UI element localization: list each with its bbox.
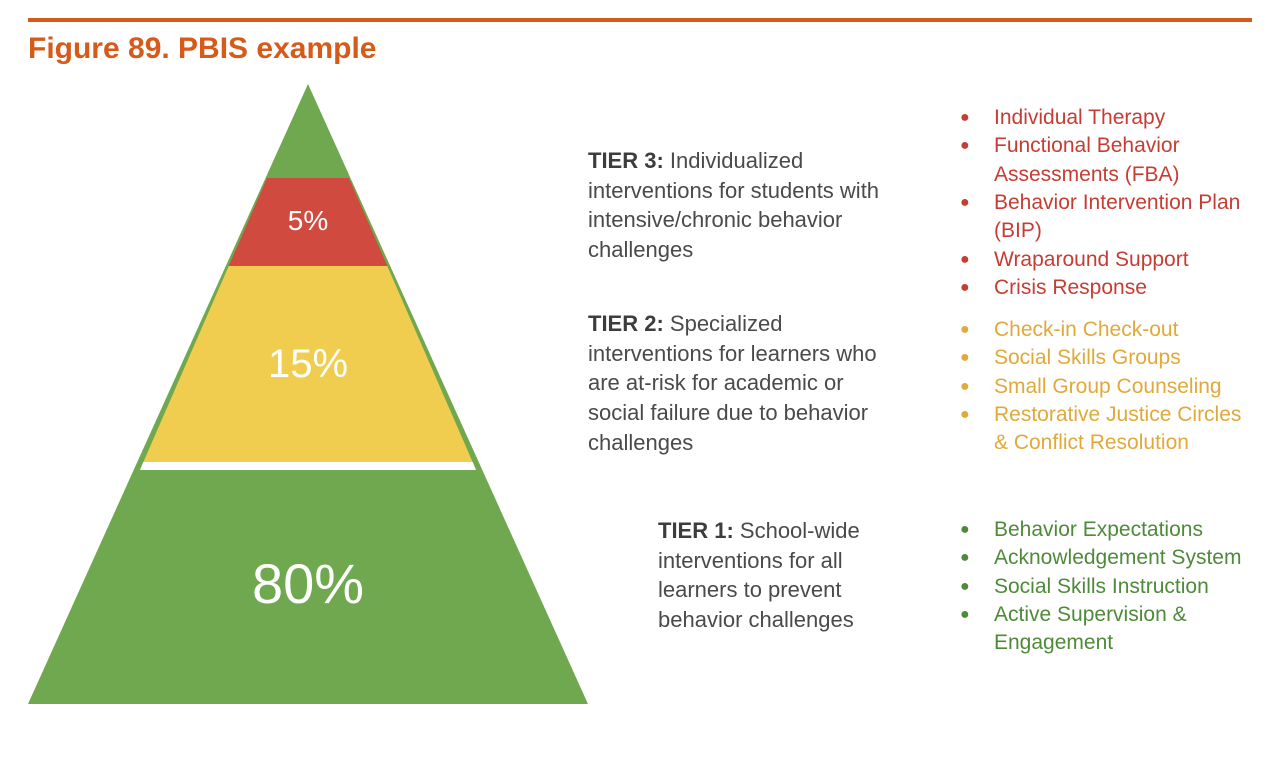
figure-title: Figure 89. PBIS example xyxy=(28,32,1252,66)
tier-descriptions: TIER 3: Individualized interventions for… xyxy=(588,84,928,704)
tier3-description: TIER 3: Individualized interventions for… xyxy=(588,146,918,265)
tier-separator xyxy=(140,462,476,470)
pyramid: 5% 15% 80% xyxy=(28,84,588,704)
list-item: Behavior Intervention Plan (BIP) xyxy=(946,189,1246,246)
list-item: Active Supervision & Engagement xyxy=(946,601,1246,658)
list-item: Restorative Justice Circles & Conflict R… xyxy=(946,401,1246,458)
tier-bullets: Individual TherapyFunctional Behavior As… xyxy=(946,84,1246,704)
tier3-bullets: Individual TherapyFunctional Behavior As… xyxy=(946,104,1246,302)
list-item: Check-in Check-out xyxy=(946,316,1246,344)
tier2-percent: 15% xyxy=(268,342,348,387)
figure-content: 5% 15% 80% TIER 3: Individualized interven… xyxy=(28,84,1252,704)
list-item: Crisis Response xyxy=(946,274,1246,302)
list-item: Behavior Expectations xyxy=(946,516,1246,544)
tier1-description: TIER 1: School-wide interventions for al… xyxy=(658,516,903,635)
list-item: Social Skills Groups xyxy=(946,344,1246,372)
tier3-percent: 5% xyxy=(288,205,328,237)
list-item: Small Group Counseling xyxy=(946,373,1246,401)
list-item: Individual Therapy xyxy=(946,104,1246,132)
tier2-description: TIER 2: Specialized interventions for le… xyxy=(588,309,888,457)
list-item: Acknowledgement System xyxy=(946,544,1246,572)
list-item: Functional Behavior Assessments (FBA) xyxy=(946,132,1246,189)
list-item: Social Skills Instruction xyxy=(946,573,1246,601)
tier3-label: TIER 3: xyxy=(588,148,664,173)
list-item: Wraparound Support xyxy=(946,246,1246,274)
tier2-label: TIER 2: xyxy=(588,311,664,336)
tier2-bullets: Check-in Check-outSocial Skills GroupsSm… xyxy=(946,316,1246,458)
tier1-label: TIER 1: xyxy=(658,518,734,543)
tier1-percent: 80% xyxy=(252,551,364,616)
tier1-bullets: Behavior ExpectationsAcknowledgement Sys… xyxy=(946,516,1246,658)
figure-top-rule xyxy=(28,18,1252,22)
